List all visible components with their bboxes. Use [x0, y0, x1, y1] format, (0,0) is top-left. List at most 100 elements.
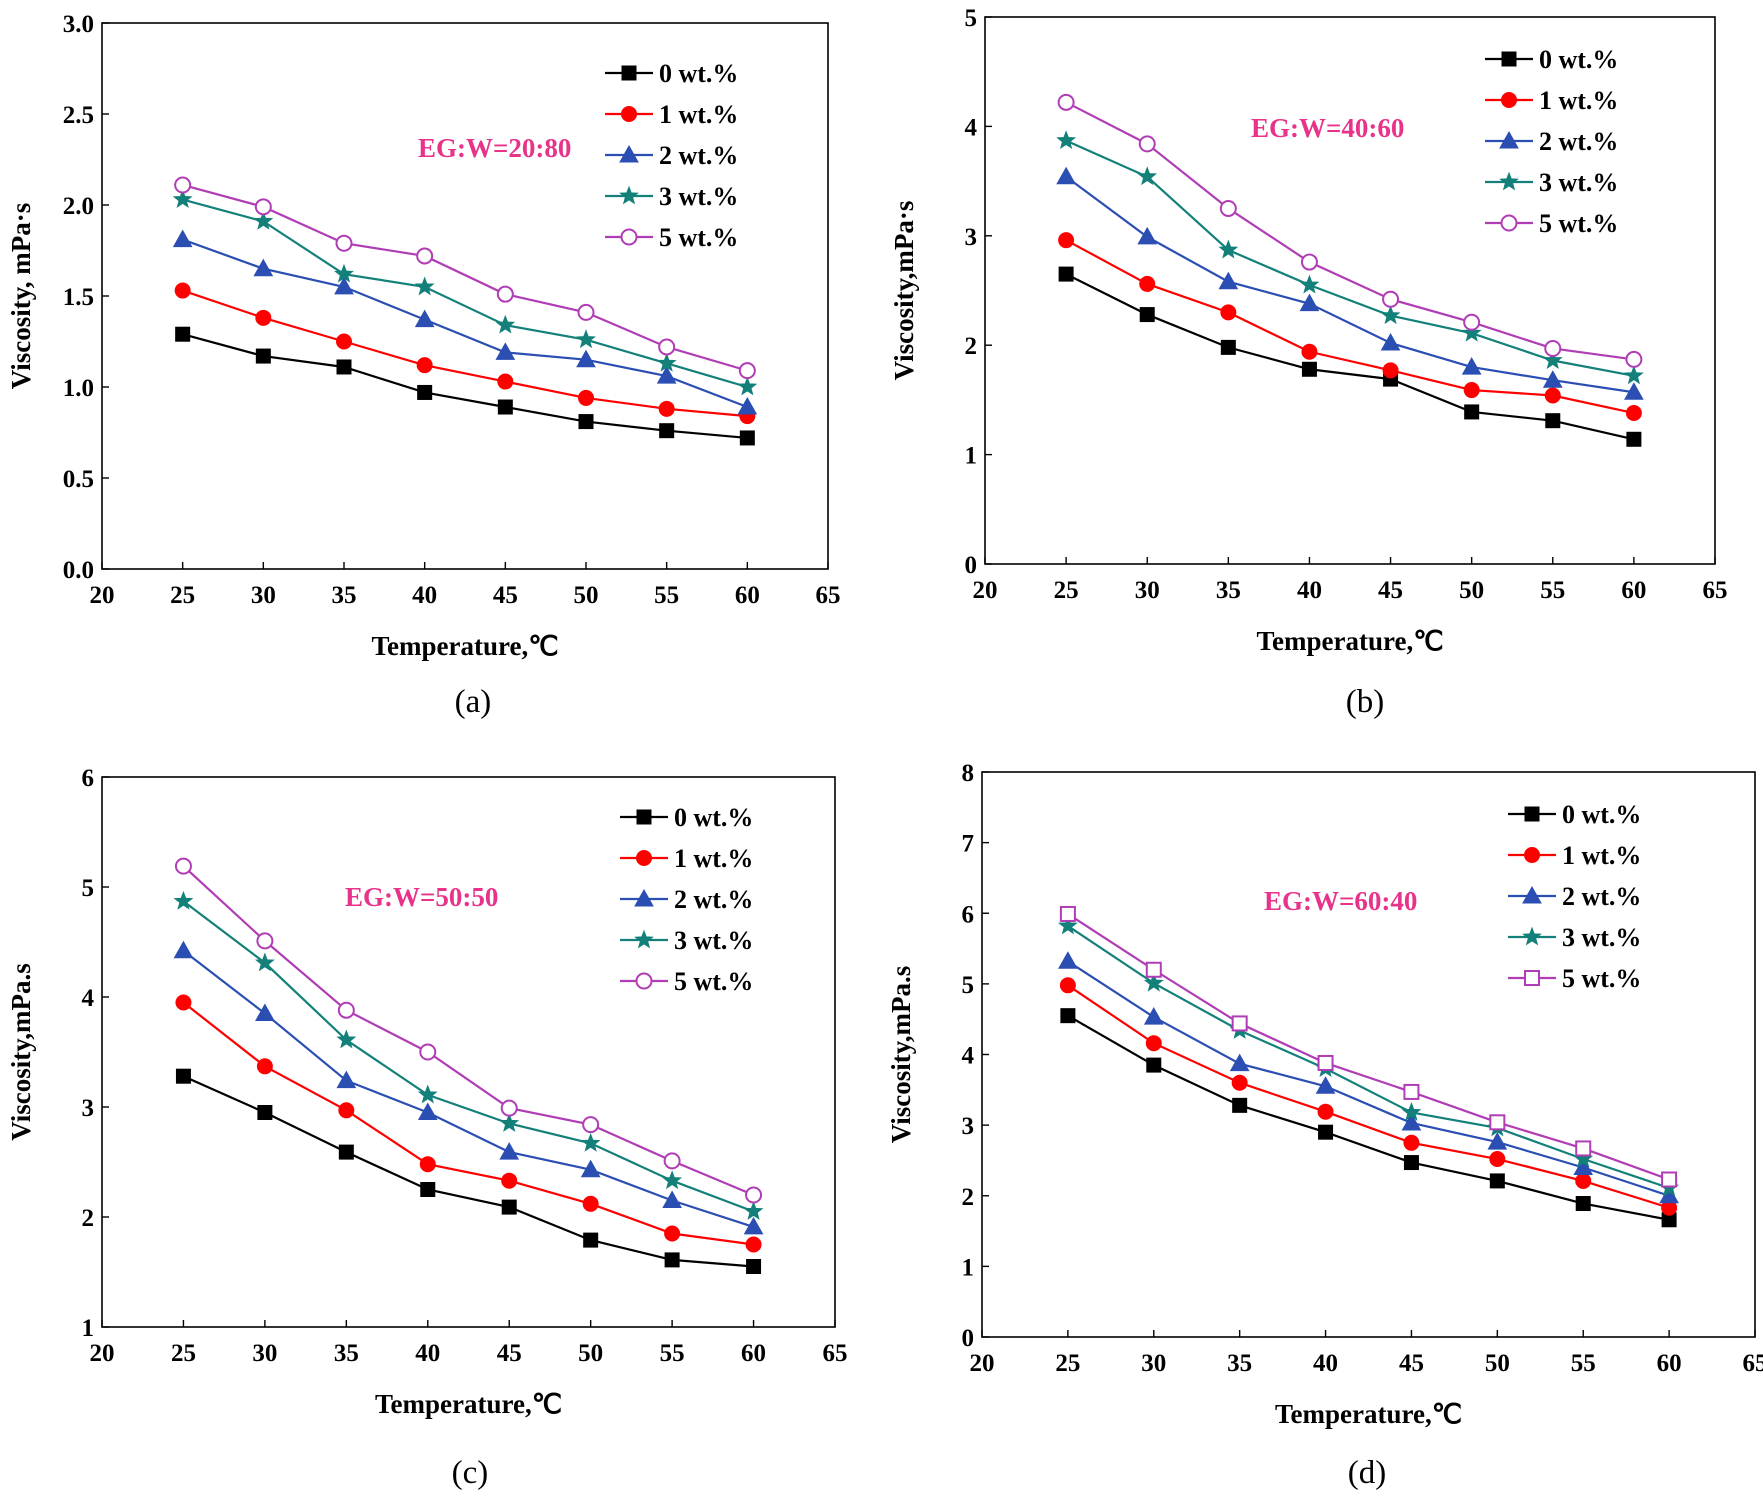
data-point [656, 352, 677, 372]
data-point [1403, 1155, 1419, 1171]
data-point [1145, 1035, 1162, 1052]
legend-marker [1501, 51, 1517, 67]
x-tick-label: 40 [1297, 577, 1322, 604]
legend-item: 3 wt.% [620, 926, 753, 955]
data-point [1218, 271, 1239, 290]
series-5-wt [1057, 93, 1643, 368]
data-point [1489, 1151, 1506, 1168]
data-point [495, 342, 516, 360]
legend-label: 5 wt.% [1562, 964, 1641, 993]
series-line [1065, 139, 1635, 377]
data-point [1575, 1140, 1592, 1157]
data-point [1056, 130, 1077, 150]
data-point [1299, 274, 1320, 294]
series-line [1065, 239, 1635, 415]
legend-label: 1 wt.% [1562, 841, 1641, 870]
series-5-wt [174, 857, 763, 1204]
data-point [583, 1232, 599, 1248]
data-point [664, 1252, 680, 1268]
data-point [172, 229, 193, 248]
x-tick-label: 55 [1540, 577, 1565, 604]
data-point [1317, 1103, 1334, 1120]
data-point [1542, 370, 1563, 388]
data-point [1575, 1196, 1591, 1212]
chart-panel-a: 20 25 30 35 40 45 50 55 60 65 0.0 0.5 1.0 1.5 2.0 2.5 3.… [0, 0, 880, 750]
legend-marker [1499, 171, 1519, 191]
data-point [496, 285, 514, 303]
data-point [1139, 275, 1156, 292]
chart-panel-d: 20 25 30 35 40 45 50 55 60 65 0 1 2 3 4 5 6 7 8 Temperature… [880, 750, 1763, 1506]
data-point [1229, 1053, 1250, 1072]
data-point [172, 189, 193, 208]
series-line [1065, 101, 1635, 361]
legend-label: 0 wt.% [674, 803, 753, 832]
y-tick-label: 2.0 [63, 193, 94, 220]
data-point [334, 263, 354, 283]
legend-marker [1500, 214, 1518, 232]
data-point [1401, 1101, 1422, 1121]
chart-svg: 20 25 30 35 40 45 50 55 60 65012345678Temperature… [886, 760, 1763, 1491]
y-tick-label: 8 [962, 760, 975, 787]
legend-label: 2 wt.% [674, 885, 753, 914]
legend-item: 3 wt.% [1485, 168, 1618, 197]
data-point [500, 1099, 518, 1117]
data-point [1623, 365, 1644, 385]
data-point [1057, 93, 1075, 111]
data-point [338, 1144, 354, 1160]
data-point [420, 1182, 436, 1197]
x-tick-label: 65 [1703, 577, 1728, 604]
plot-frame [984, 16, 1716, 565]
series-3-wt [1056, 130, 1644, 385]
legend-label: 1 wt.% [674, 844, 753, 873]
y-tick-label: 7 [962, 831, 975, 858]
data-point [254, 198, 272, 216]
x-tick-label: 60 [1621, 577, 1646, 604]
legend-marker [636, 850, 652, 866]
data-point [576, 329, 596, 349]
x-tick-label: 55 [654, 582, 679, 609]
data-point [1403, 1134, 1420, 1151]
data-point [336, 1029, 357, 1049]
data-point [1626, 431, 1642, 447]
data-point [255, 309, 272, 326]
legend-item: 0 wt.% [1508, 800, 1641, 829]
data-point [1137, 226, 1158, 245]
data-point [1301, 343, 1318, 360]
data-point [737, 376, 758, 396]
data-point [1219, 199, 1237, 217]
series-2-wt [1058, 951, 1679, 1204]
legend-label: 5 wt.% [659, 223, 738, 252]
legend-marker [1499, 130, 1519, 149]
series-line [1067, 984, 1670, 1209]
data-point [1544, 387, 1561, 404]
y-tick-label: 4 [965, 114, 978, 141]
y-axis-title: Viscosity, mPa·s [6, 203, 36, 390]
data-point [1573, 1157, 1594, 1175]
data-point [577, 303, 595, 321]
legend-marker [1524, 847, 1540, 863]
y-tick-label: 1 [82, 1315, 95, 1342]
legend-label: 3 wt.% [659, 182, 738, 211]
data-point [1220, 304, 1237, 321]
data-point [338, 1102, 355, 1119]
series-0-wt [1058, 266, 1642, 447]
legend-label: 0 wt.% [1539, 45, 1618, 74]
legend: 0 wt.% 1 wt.% 2 wt.% 3 wt.% 5 wt.% [620, 803, 753, 996]
data-point [174, 857, 192, 875]
x-tick-label: 30 [1141, 1350, 1166, 1377]
data-point [1301, 361, 1317, 377]
data-point [253, 258, 274, 277]
data-point [501, 1199, 517, 1215]
data-point [743, 1201, 764, 1220]
data-point [416, 357, 433, 374]
y-tick-label: 4 [962, 1043, 975, 1070]
legend-item: 5 wt.% [1485, 209, 1618, 238]
data-point [664, 1225, 681, 1242]
series-1-wt [174, 282, 756, 425]
data-point [1299, 293, 1320, 312]
series-line [182, 949, 754, 1228]
data-point [1575, 1172, 1592, 1189]
data-point [582, 1195, 599, 1212]
y-tick-label: 3 [962, 1113, 975, 1140]
data-point [1315, 1076, 1336, 1094]
